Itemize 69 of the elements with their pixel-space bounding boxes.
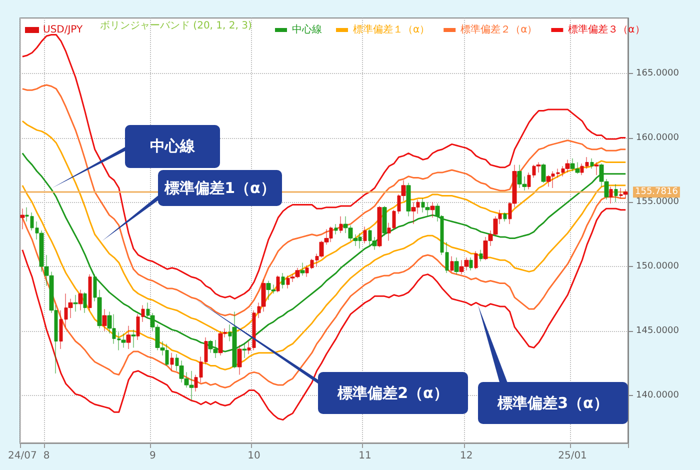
candlestick	[121, 333, 126, 348]
y-tick-label: 145.0000	[636, 326, 680, 336]
x-tick-label: 9	[150, 450, 156, 462]
legend-title: ボリンジャーバンド (20, 1, 2, 3)	[100, 20, 252, 32]
candlestick	[334, 224, 338, 235]
candlestick	[131, 329, 136, 348]
candlestick	[430, 202, 435, 218]
annotation: 標準偏差3（α）	[478, 382, 628, 424]
annotation: 標準偏差2（α）	[318, 372, 468, 414]
x-tick-label: 24/07	[8, 450, 37, 462]
candlestick	[406, 182, 411, 217]
candlestick	[590, 158, 594, 169]
line-series	[22, 120, 626, 334]
candlestick	[425, 202, 430, 217]
y-tick-label: 155.0000	[636, 197, 680, 208]
annotation: 中心線	[125, 125, 220, 168]
legend-label: 標準偏差１（α）	[353, 24, 430, 36]
legend-label: USD/JPY	[43, 24, 84, 36]
legend-label: 中心線	[292, 24, 322, 36]
candlestick	[126, 326, 131, 350]
y-tick-label: 165.0000	[636, 68, 680, 78]
x-tick-label: 12	[460, 450, 473, 462]
candlestick	[609, 186, 613, 204]
candlestick	[411, 202, 416, 224]
candlestick	[170, 352, 174, 372]
candlestick	[237, 344, 242, 375]
line-series	[22, 84, 626, 316]
candlestick	[339, 216, 343, 234]
candlestick	[546, 174, 551, 187]
candlestick	[594, 162, 599, 176]
candlestick	[565, 159, 570, 173]
callout: 標準偏差3（α）	[478, 305, 628, 424]
candlestick	[218, 330, 223, 356]
legend-label: 標準偏差２（α）	[460, 24, 538, 36]
x-tick-label: 8	[43, 450, 50, 462]
candlestick	[102, 308, 107, 332]
y-tick-label: 140.0000	[636, 390, 680, 400]
y-tick-label: 160.0000	[636, 132, 680, 143]
candlestick	[281, 272, 285, 289]
candlestick	[73, 294, 78, 312]
candlestick	[454, 257, 459, 275]
candlestick	[300, 262, 305, 276]
candlestick	[382, 206, 387, 236]
candlestick	[450, 256, 454, 272]
candlestick	[469, 257, 473, 271]
line-series	[22, 34, 626, 300]
candlestick	[88, 274, 92, 311]
callout: 標準偏差1（α）	[102, 170, 282, 241]
legend-label: 標準偏差３（α）	[568, 24, 645, 36]
line-series	[22, 208, 626, 421]
candlestick	[623, 189, 628, 199]
y-tick-label: 150.0000	[636, 262, 680, 272]
candlestick	[479, 250, 483, 262]
callout: 標準偏差2（α）	[195, 299, 468, 414]
candlestick	[377, 206, 382, 248]
candlestick	[503, 212, 507, 222]
candlestick	[83, 292, 87, 314]
x-tick-label: 10	[248, 450, 260, 462]
candlestick	[276, 275, 280, 293]
x-tick-label: 25/01	[558, 450, 587, 462]
candlestick	[20, 208, 25, 230]
candlestick	[474, 250, 478, 270]
candlestick	[78, 289, 83, 311]
annotation: 標準偏差1（α）	[158, 170, 282, 206]
x-tick-label: 11	[358, 450, 372, 462]
candlestick	[363, 226, 367, 244]
ref-line-label: 155.7816	[635, 187, 678, 198]
candlestick	[541, 163, 546, 184]
candlestick	[614, 184, 618, 202]
